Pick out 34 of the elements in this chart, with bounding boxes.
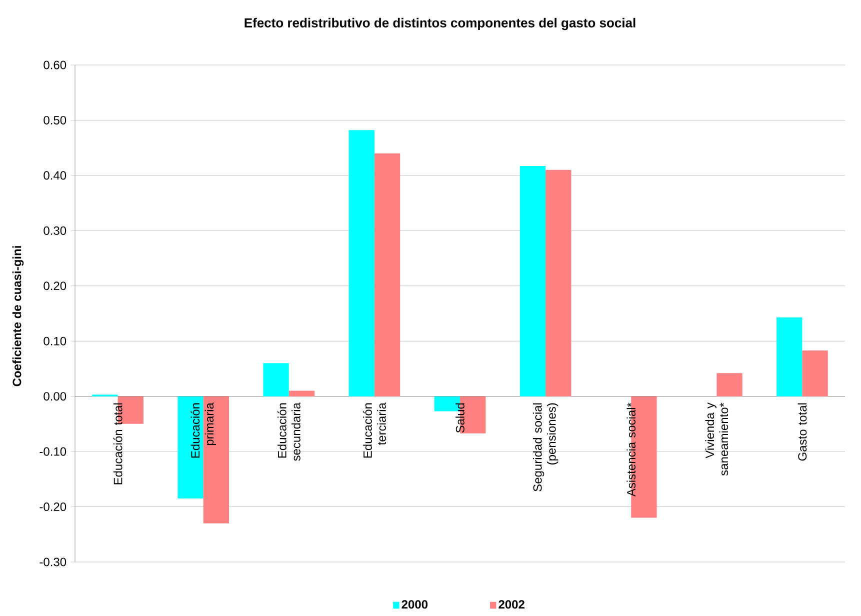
chart-title: Efecto redistributivo de distintos componentes del gasto social [244,18,636,30]
y-tick-label: 0.10 [44,336,66,346]
x-tick-label: Educación secundaria [277,402,300,461]
bar [288,390,315,396]
y-tick-label: 0.50 [44,116,66,124]
bar [520,166,546,396]
x-tick-label: Vivienda y saneamiento* [705,402,728,476]
bar [802,350,828,396]
bar [716,373,742,396]
y-axis-title: Coeficiente de cuasi-gini [12,246,24,386]
x-tick-label: Gasto total [798,403,807,461]
bar [374,153,400,396]
y-tick-label: -0.30 [40,558,66,566]
y-tick-label: 0.20 [44,282,66,290]
bar [203,396,230,524]
x-tick-label: Salud [456,403,464,433]
bar [546,170,572,396]
y-tick-label: 0.00 [44,392,66,401]
bar [348,130,374,396]
y-tick-label: -0.20 [40,502,66,512]
legend-label: 2000 [402,600,428,609]
bar [263,363,289,396]
y-tick-label: 0.30 [44,226,66,235]
bar [178,396,204,498]
x-tick-label: Seguridad social (pensiones) [532,403,558,492]
y-tick-label: 0.40 [44,171,66,180]
x-tick-label: Educación total [113,403,122,484]
legend-label: 2002 [498,600,524,609]
x-tick-label: Asistencia social* [626,402,636,497]
y-tick-label: 0.60 [44,60,66,70]
x-tick-label: Educación terciaria [362,402,386,458]
y-tick-label: -0.10 [40,447,66,456]
x-tick-label: Educación primaria [190,402,216,458]
bar [776,317,802,396]
